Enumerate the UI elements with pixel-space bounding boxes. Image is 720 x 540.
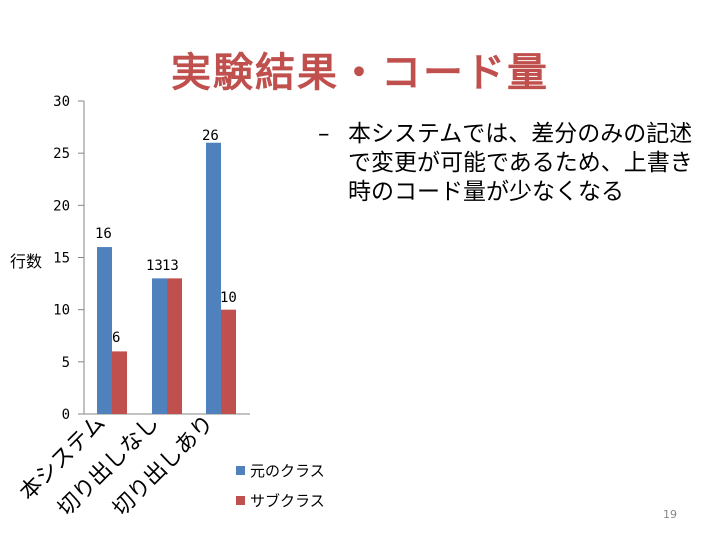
y-tick-label: 20: [53, 198, 70, 214]
data-labels: 16 6 13 13 26 10: [95, 128, 237, 346]
bar: [221, 309, 236, 414]
legend-swatch: [236, 496, 245, 505]
bars: [97, 142, 236, 414]
data-label: 13: [162, 258, 179, 274]
data-label: 16: [95, 226, 112, 242]
bar: [152, 278, 167, 414]
y-tick-label: 10: [53, 303, 70, 319]
bullet-text: 本システムでは、差分のみの記述で変更が可能であるため、上書き時のコード量が少なく…: [348, 121, 693, 205]
bullet-dash: –: [318, 121, 330, 147]
bar: [206, 142, 221, 414]
data-label: 13: [146, 258, 163, 274]
bullet-point: – 本システムでは、差分のみの記述で変更が可能であるため、上書き時のコード量が少…: [318, 120, 698, 207]
y-tick-label: 15: [53, 251, 70, 267]
data-label: 10: [220, 290, 237, 306]
y-tick-label: 25: [53, 146, 70, 162]
bar: [167, 278, 182, 414]
page-number: 19: [663, 508, 677, 521]
data-label: 26: [202, 128, 219, 144]
slide-title: 実験結果・コード量: [171, 50, 549, 96]
data-label: 6: [112, 330, 120, 346]
legend-label: 元のクラス: [250, 462, 325, 480]
legend-label: サブクラス: [250, 492, 325, 510]
legend-swatch: [236, 466, 245, 475]
bar: [97, 247, 112, 414]
y-tick-label: 5: [62, 355, 70, 371]
y-axis-title: 行数: [10, 252, 42, 271]
y-tick-label: 30: [53, 94, 70, 110]
y-tick-label: 0: [62, 407, 70, 423]
bar: [112, 351, 127, 414]
